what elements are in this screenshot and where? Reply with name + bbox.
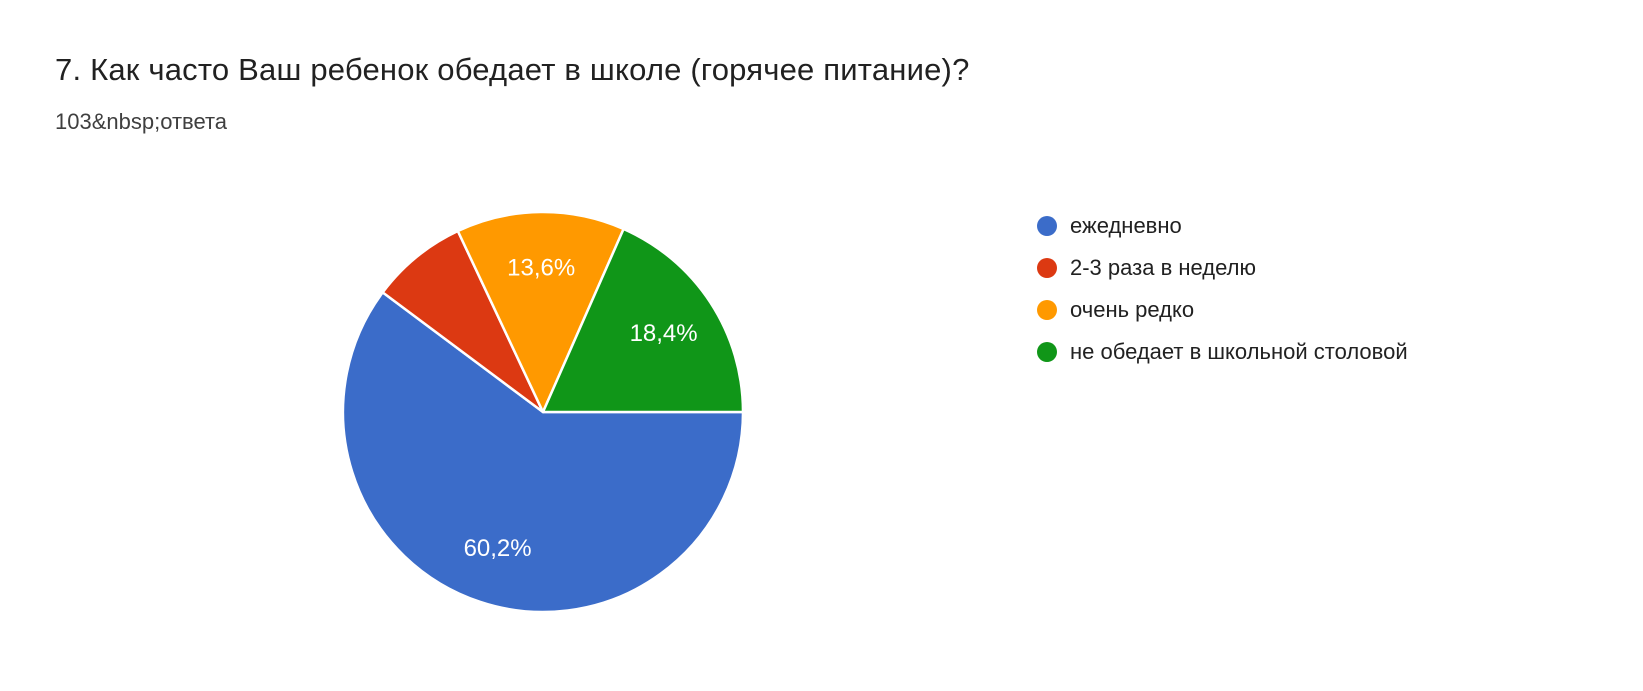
legend-label: 2-3 раза в неделю <box>1070 255 1256 280</box>
pie-slice-percentage-label: 13,6% <box>507 255 575 282</box>
legend-color-dot-icon <box>1037 258 1057 278</box>
responses-count: 103&nbsp;ответа <box>55 109 228 134</box>
pie-chart: 60,2% 13,6% 18,4% <box>341 210 745 614</box>
chart-header: 7. Как часто Ваш ребенок обедает в школе… <box>55 52 970 135</box>
pie-slice-1[interactable] <box>341 291 745 614</box>
pie-slice-4[interactable] <box>541 227 745 414</box>
legend-color-dot-icon <box>1037 216 1057 236</box>
pie-slice-3[interactable] <box>456 210 625 414</box>
pie-slice-percentage-label: 18,4% <box>630 320 698 347</box>
legend-item-3: очень редко <box>1037 289 1408 331</box>
legend-label: очень редко <box>1070 297 1195 322</box>
legend-label: ежедневно <box>1070 213 1182 238</box>
question-title: 7. Как часто Ваш ребенок обедает в школе… <box>55 52 970 87</box>
pie-chart-container: 60,2% 13,6% 18,4% <box>323 192 763 632</box>
legend-item-1: ежедневно <box>1037 205 1408 247</box>
legend-item-2: 2-3 раза в неделю <box>1037 247 1408 289</box>
legend-color-dot-icon <box>1037 342 1057 362</box>
legend-label: не обедает в школьной столовой <box>1070 339 1408 364</box>
chart-legend: ежедневно 2-3 раза в неделю очень редко не … <box>1037 205 1408 373</box>
legend-item-4: не обедает в школьной столовой <box>1037 331 1408 373</box>
pie-slice-2[interactable] <box>381 229 545 414</box>
legend-color-dot-icon <box>1037 300 1057 320</box>
pie-slice-percentage-label: 60,2% <box>464 535 532 562</box>
